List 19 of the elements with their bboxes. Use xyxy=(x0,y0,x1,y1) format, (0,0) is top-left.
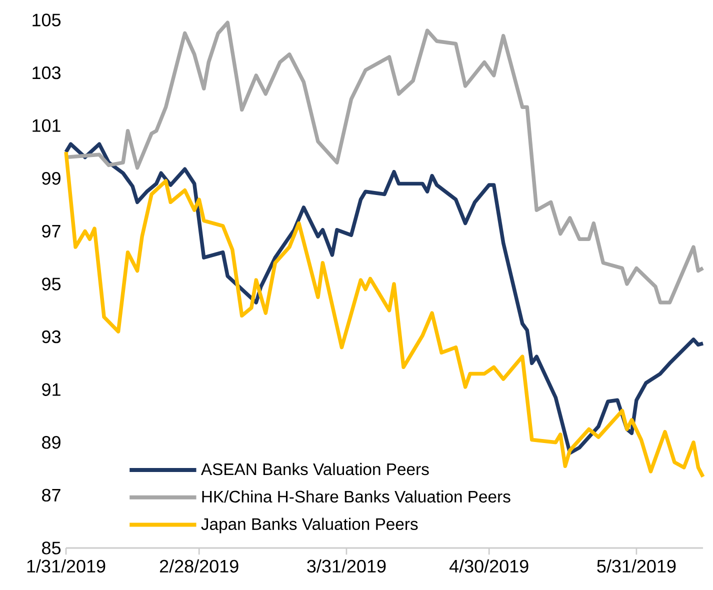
y-tick-label: 105 xyxy=(32,14,61,26)
y-tick-label: 95 xyxy=(42,278,61,290)
x-tick-label: 5/31/2019 xyxy=(597,559,676,573)
y-tick-label: 103 xyxy=(32,66,60,80)
y-tick-label: 89 xyxy=(42,436,60,449)
legend-label: Japan Banks Valuation Peers xyxy=(201,518,418,534)
legend-label: ASEAN Banks Valuation Peers xyxy=(200,462,429,476)
y-tick-label: 97 xyxy=(42,224,60,238)
y-tick-label: 93 xyxy=(42,330,60,344)
x-tick-label: 4/30/2019 xyxy=(449,559,528,573)
y-tick-label: 91 xyxy=(42,383,60,396)
x-tick-label: 1/31/2019 xyxy=(27,559,106,573)
y-tick-label: 87 xyxy=(42,488,60,502)
legend-label: HK/China H-Share Banks Valuation Peers xyxy=(202,490,510,503)
x-tick-label: 3/31/2019 xyxy=(307,559,386,573)
y-tick-label: 99 xyxy=(42,172,60,185)
y-tick-label: 101 xyxy=(32,119,60,132)
x-tick-label: 2/28/2019 xyxy=(160,559,238,573)
y-tick-label: 85 xyxy=(42,542,61,554)
